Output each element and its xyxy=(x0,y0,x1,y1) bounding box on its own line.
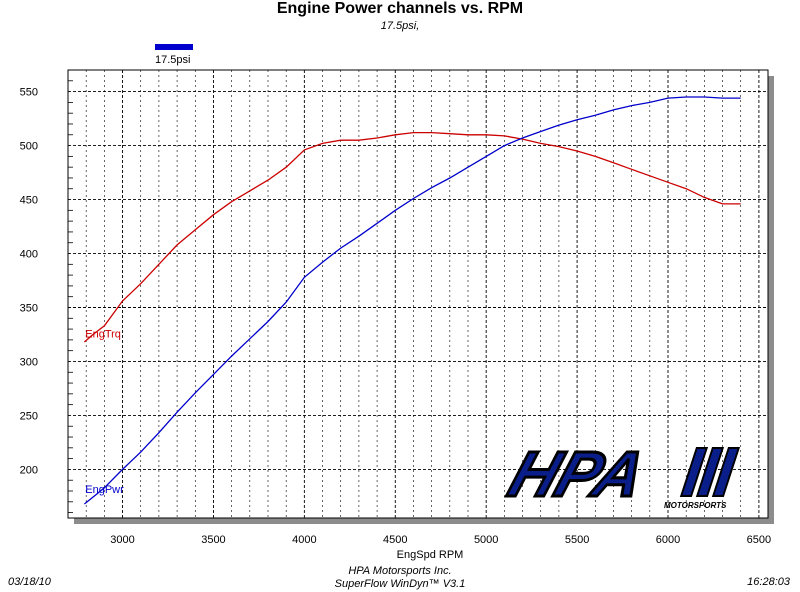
plot-border xyxy=(67,69,769,519)
y-tick-label: 450 xyxy=(20,195,38,207)
logo-bar-2 xyxy=(695,447,725,497)
legend-swatch xyxy=(155,44,193,50)
series-line-engtrq xyxy=(83,131,741,343)
logo-bar-1 xyxy=(679,447,709,497)
x-axis-label: EngSpd RPM xyxy=(397,549,464,561)
x-tick-label: 4000 xyxy=(292,534,316,546)
x-tick-label: 6500 xyxy=(747,534,771,546)
footer-company: HPA Motorsports Inc. xyxy=(348,565,452,577)
footer-date: 03/18/10 xyxy=(8,576,51,588)
hpa-logo: HPA MOTORSPORTS xyxy=(499,438,741,511)
y-tick-label: 500 xyxy=(20,141,38,153)
series-label-engtrq: EngTrq xyxy=(85,329,121,341)
y-tick-label: 300 xyxy=(20,356,38,368)
series-label-engpwr: EngPwr xyxy=(85,484,124,496)
series-line-engpwr xyxy=(83,96,741,505)
logo-text: HPA xyxy=(501,438,654,509)
x-tick-label: 5000 xyxy=(474,534,498,546)
plot-area xyxy=(68,70,768,518)
y-tick-label: 250 xyxy=(20,410,38,422)
x-tick-label: 3000 xyxy=(110,534,134,546)
x-tick-label: 5500 xyxy=(565,534,589,546)
logo-subtext: MOTORSPORTS xyxy=(664,501,727,510)
footer-software: SuperFlow WinDyn™ V3.1 xyxy=(334,578,466,590)
chart-title: Engine Power channels vs. RPM xyxy=(276,0,524,17)
x-tick-label: 4500 xyxy=(383,534,407,546)
x-tick-label: 3500 xyxy=(201,534,225,546)
logo-bar-3 xyxy=(711,447,741,497)
chart-subtitle: 17.5psi, xyxy=(380,20,420,32)
y-tick-label: 550 xyxy=(20,87,38,99)
x-tick-label: 6000 xyxy=(656,534,680,546)
y-tick-label: 350 xyxy=(20,302,38,314)
legend-label: 17.5psi xyxy=(155,54,191,66)
footer-time: 16:28:03 xyxy=(747,576,790,588)
y-tick-label: 400 xyxy=(20,249,38,261)
y-tick-label: 200 xyxy=(20,464,38,476)
